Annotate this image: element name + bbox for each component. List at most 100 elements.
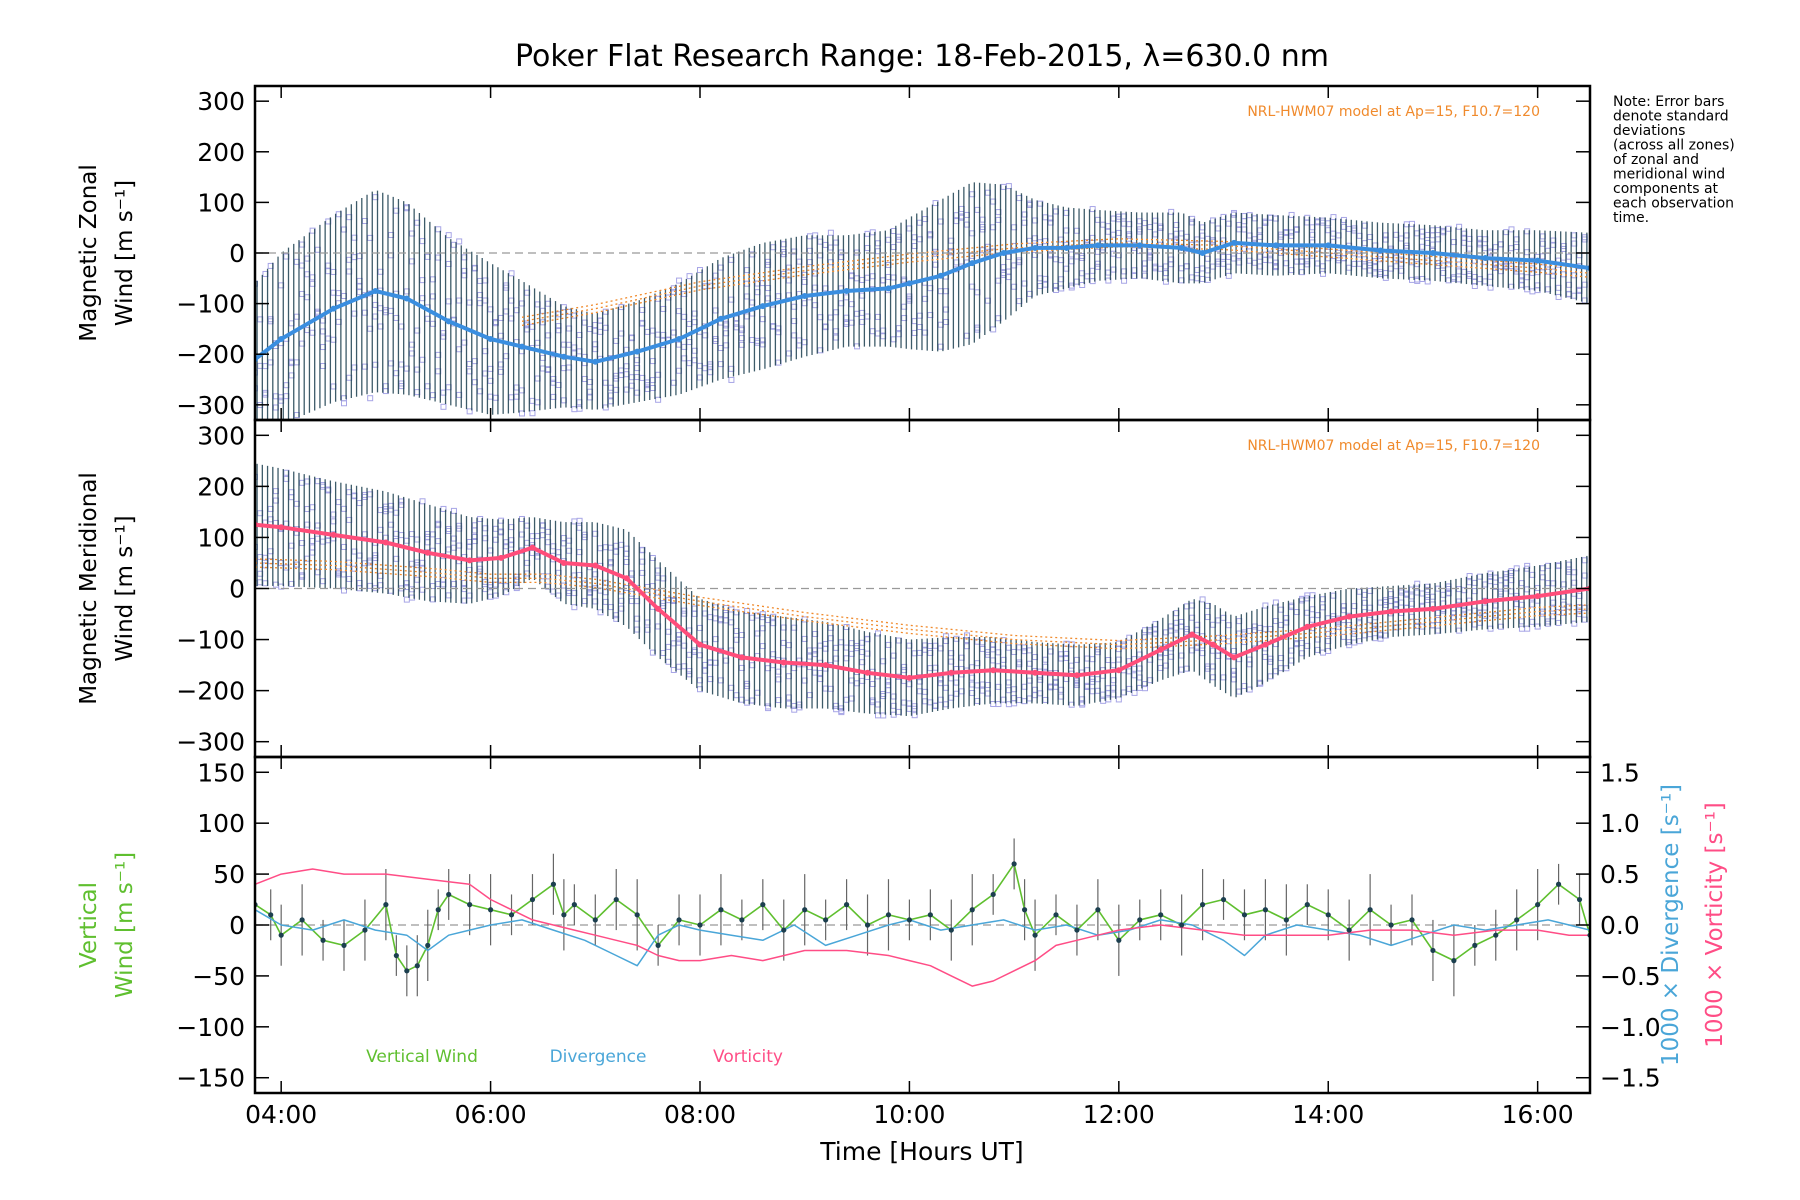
zone-point [445,232,452,239]
y-tick-label: 100 [197,809,245,838]
y-tick-label: 100 [197,523,245,552]
meridional-point [1032,669,1039,676]
zonal-point [843,287,850,294]
zone-point [1272,599,1279,606]
x-tick-label: 16:00 [1502,1100,1574,1129]
vertical-point [299,917,305,923]
meridional-point [1388,608,1395,615]
y-tick-label: 50 [213,860,245,889]
vertical-point [1158,912,1164,918]
vertical-point [906,917,913,923]
meridional-point [1534,593,1541,600]
model-label: NRL-HWM07 model at Ap=15, F10.7=120 [1247,104,1540,120]
zonal-point [560,353,567,360]
vertical-point [1241,912,1248,918]
y-tick-label: 300 [197,421,245,450]
meridional-point [1210,641,1217,648]
vertical-point [1576,896,1583,903]
vertical-point [1199,902,1206,908]
zonal-point [278,336,285,343]
zonal-point [1063,244,1070,251]
vertical-point [383,902,389,908]
zone-point [1555,293,1562,300]
y2-tick-label: −0.5 [1600,962,1661,991]
zone-point [990,326,997,333]
vertical-point [697,922,703,928]
vertical-point [739,917,745,923]
meridional-point [822,662,829,669]
zone-point [1571,620,1578,627]
vertical-point [467,902,473,908]
vertical-point [393,952,399,959]
vertical-point [1283,917,1289,923]
zone-point [1262,602,1269,609]
meridional-point [1304,623,1311,630]
zonal-point [1377,247,1384,254]
vertical-point [268,912,274,918]
vertical-point [1514,917,1520,923]
vertical-point [843,902,850,908]
meridional-point [560,559,567,566]
zone-point [1524,625,1531,632]
zonal-point [885,285,892,292]
zonal-point [1231,239,1237,246]
zonal-point [1136,242,1143,249]
meridional-point [1231,654,1237,661]
zone-point [676,277,683,284]
meridional-point [424,549,431,556]
meridional-point [1073,672,1080,679]
zone-point [1288,211,1295,218]
y2-tick-label: 0.0 [1600,911,1640,940]
y-tick-label: 200 [197,138,245,167]
meridional-point [382,539,389,546]
meridional-point [1262,641,1269,648]
note-line: (across all zones) [1613,138,1735,154]
vertical-point [1220,896,1227,903]
zonal-point [1199,250,1206,256]
y-tick-label: −100 [176,290,245,319]
zonal-point [519,343,525,350]
note-line: meridional wind [1613,167,1725,183]
meridional-point [906,674,913,681]
vertical-point [1388,922,1394,928]
zone-point [765,705,772,712]
meridional-point [1482,598,1489,605]
vertical-point [1137,917,1143,923]
y-tick-label: 150 [197,758,245,787]
zone-point [1409,220,1415,227]
vertical-point [1325,912,1331,918]
vertical-point [676,917,682,923]
vertical-point [655,942,661,948]
zonal-point [372,287,379,294]
note-line: components at [1613,181,1719,197]
zone-point [440,403,447,410]
meridional-point [1346,613,1353,620]
y2-tick-label: −1.5 [1600,1064,1661,1093]
model-line-3 [255,566,1590,650]
vertical-point [1095,907,1101,913]
zone-point [419,498,426,505]
y-tick-label: −50 [192,962,245,991]
vertical-point [592,917,598,923]
vertical-point [1472,942,1478,948]
zone-point [367,395,374,402]
vertical-point [487,907,494,913]
zone-point [403,596,410,603]
panel-2: NRL-HWM07 model at Ap=15, F10.7=120 −300 −… [76,418,1592,759]
x-tick-label: 14:00 [1292,1100,1364,1129]
zone-point [1487,284,1494,291]
zonal-point [801,293,808,300]
model-label: NRL-HWM07 model at Ap=15, F10.7=120 [1247,438,1540,454]
model-line-2 [255,558,1590,642]
meridional-point [1157,646,1164,653]
y-axis-label-line: Vertical [76,882,102,968]
zone-point [450,507,457,514]
zone-point [827,229,834,236]
vertical-point [969,907,975,913]
vertical-point [1535,902,1541,908]
y-tick-label: 0 [229,575,245,604]
zone-point [995,701,1002,708]
vertical-point [446,891,452,898]
vertical-point [1346,927,1352,933]
